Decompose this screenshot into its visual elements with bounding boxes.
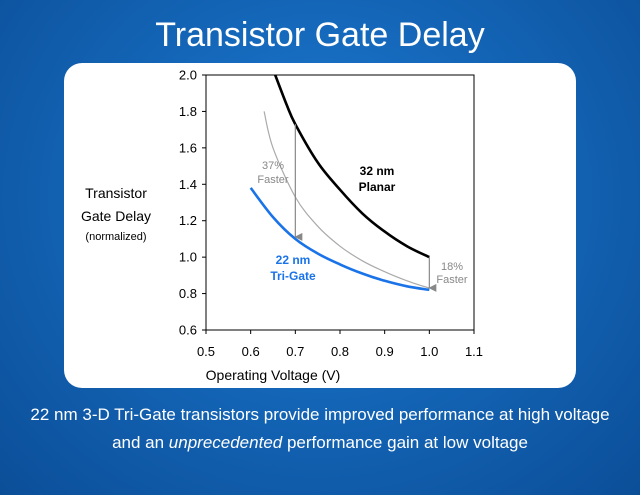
x-tick-label: 0.8 <box>331 344 349 359</box>
y-tick-label: 1.0 <box>179 250 197 265</box>
annotation-37-line1: 37% <box>262 160 284 172</box>
annotation-18-line1: 18% <box>441 261 463 273</box>
x-tick-label: 0.7 <box>286 344 304 359</box>
chart-ticks: 0.5 0.6 0.7 0.8 0.9 1.0 1.10.60.81.01.21.41.61… <box>179 68 483 360</box>
y-axis-label-line3: (normalized) <box>85 231 146 243</box>
y-tick-label: 1.6 <box>179 140 197 155</box>
chart-curves <box>249 74 430 292</box>
series-label-32nm-line2: Planar <box>359 180 396 194</box>
series-line-32nm-planar <box>273 74 430 259</box>
caption-line-2: and an unprecedented performance gain at… <box>0 429 640 457</box>
x-tick-label: 0.9 <box>376 344 394 359</box>
y-tick-label: 1.8 <box>179 104 197 119</box>
y-tick-label: 2.0 <box>179 68 197 83</box>
chart-axes <box>205 74 475 331</box>
annotation-18-line2: Faster <box>436 274 468 286</box>
annotation-37-line2: Faster <box>257 174 289 186</box>
reference-curve <box>263 111 430 289</box>
series-label-22nm-line1: 22 nm <box>276 253 311 267</box>
y-tick-label: 1.2 <box>179 213 197 228</box>
y-tick-label: 0.6 <box>179 323 197 338</box>
caption-line-2-pre: and an <box>112 433 169 452</box>
slide-title: Transistor Gate Delay <box>155 16 485 54</box>
x-tick-label: 0.6 <box>242 344 260 359</box>
caption-line-2-post: performance gain at low voltage <box>282 433 528 452</box>
y-tick-label: 1.4 <box>179 177 197 192</box>
series-label-32nm-line1: 32 nm <box>360 164 395 178</box>
y-axis-label-line1: Transistor <box>85 185 147 201</box>
series-label-22nm-line2: Tri-Gate <box>270 269 316 283</box>
x-tick-label: 1.1 <box>465 344 483 359</box>
gate-delay-chart: 0.5 0.6 0.7 0.8 0.9 1.0 1.10.60.81.01.21.41.61… <box>81 68 483 384</box>
plot-frame <box>205 74 475 331</box>
caption-line-1: 22 nm 3-D Tri-Gate transistors provide i… <box>30 405 610 424</box>
y-tick-label: 0.8 <box>179 286 197 301</box>
caption-emphasis: unprecedented <box>168 433 283 452</box>
chart-panel: 0.5 0.6 0.7 0.8 0.9 1.0 1.1 0.6 0.8 1.0 1.2 1.4 1.6 1… <box>64 63 576 388</box>
x-axis-label: Operating Voltage (V) <box>206 367 341 383</box>
y-axis-label-line2: Gate Delay <box>81 208 151 224</box>
series-line-22nm-trigate <box>249 187 430 292</box>
x-tick-label: 1.0 <box>420 344 438 359</box>
slide-caption: 22 nm 3-D Tri-Gate transistors provide i… <box>0 401 640 457</box>
x-tick-label: 0.5 <box>197 344 215 359</box>
chart-arrows <box>294 124 437 292</box>
